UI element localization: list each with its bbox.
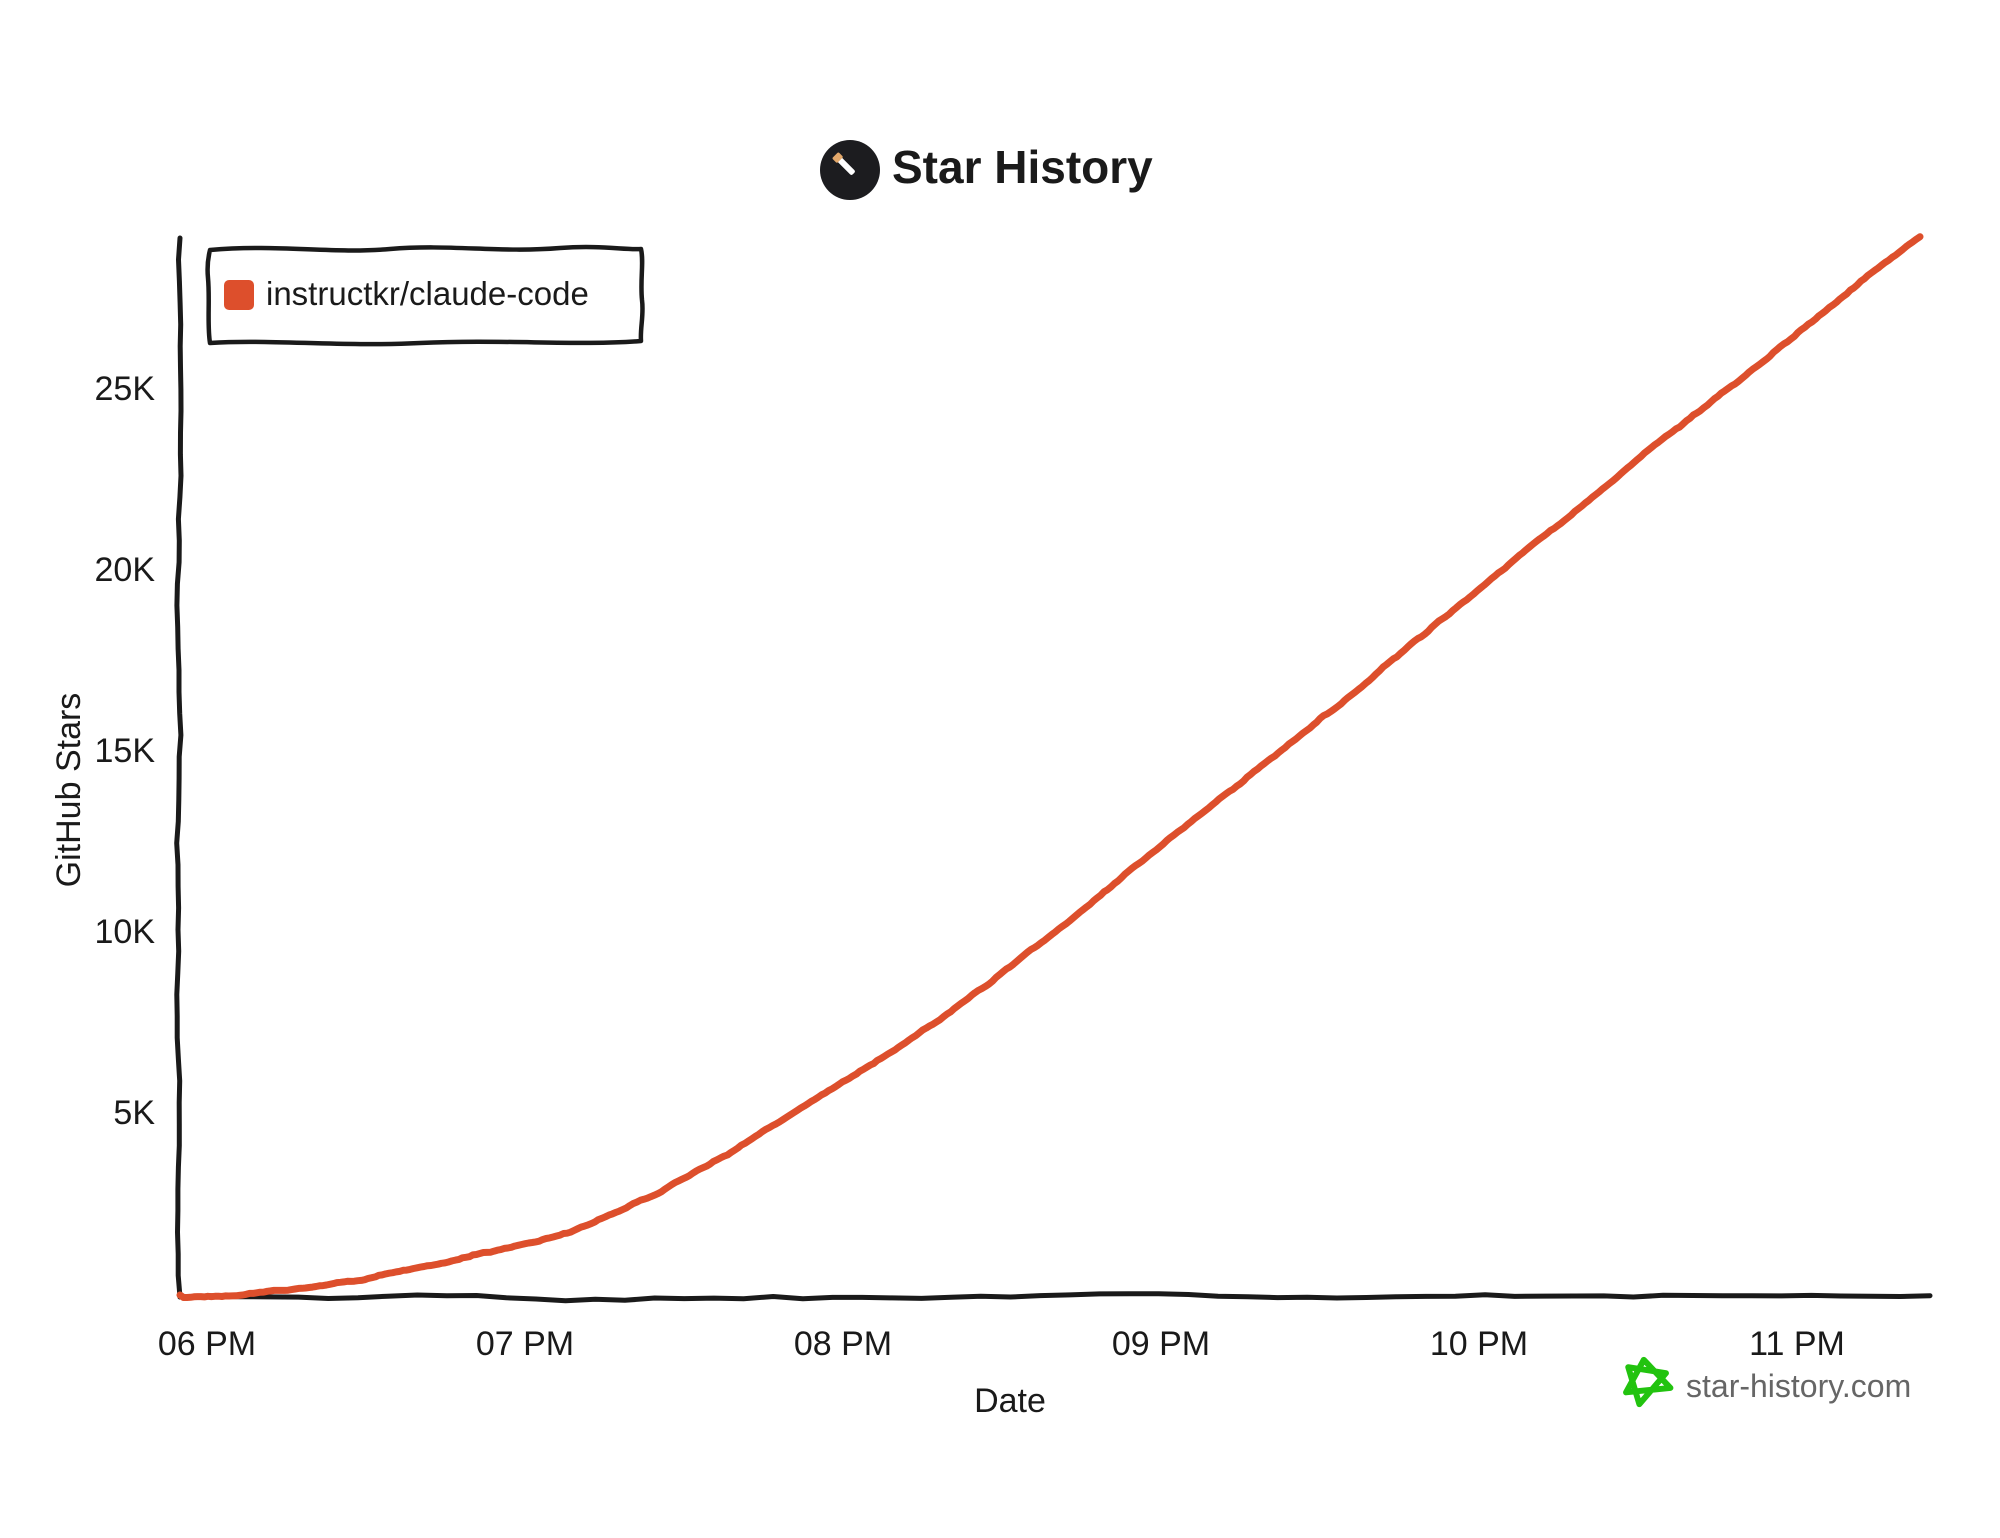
- svg-text:GitHub Stars: GitHub Stars: [50, 693, 88, 888]
- svg-text:star-history.com: star-history.com: [1686, 1368, 1911, 1404]
- svg-text:11 PM: 11 PM: [1749, 1325, 1845, 1363]
- svg-text:09 PM: 09 PM: [1112, 1325, 1210, 1363]
- svg-text:10K: 10K: [95, 913, 156, 951]
- svg-text:07 PM: 07 PM: [476, 1325, 574, 1363]
- svg-text:20K: 20K: [95, 551, 156, 589]
- svg-text:15K: 15K: [95, 732, 156, 770]
- svg-text:08 PM: 08 PM: [794, 1325, 892, 1363]
- svg-text:Star History: Star History: [892, 141, 1153, 193]
- svg-text:25K: 25K: [95, 370, 156, 408]
- svg-text:10 PM: 10 PM: [1430, 1325, 1528, 1363]
- svg-text:instructkr/claude-code: instructkr/claude-code: [266, 275, 589, 312]
- svg-text:Date: Date: [974, 1382, 1046, 1420]
- svg-text:06 PM: 06 PM: [158, 1325, 256, 1363]
- svg-text:5K: 5K: [113, 1094, 155, 1132]
